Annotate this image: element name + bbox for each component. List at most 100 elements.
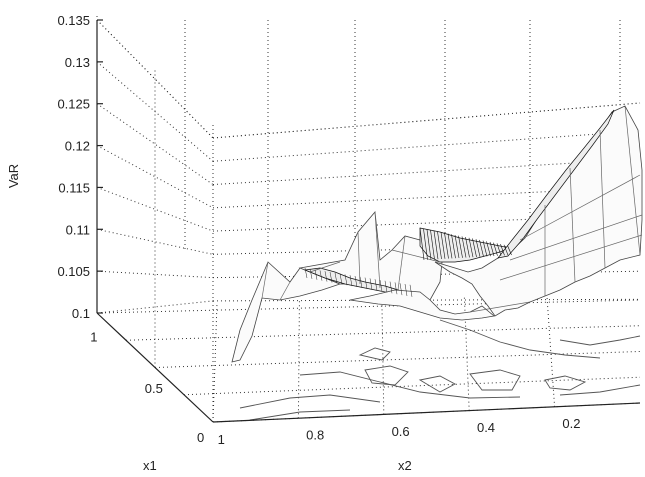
surface-ridge [497,109,615,259]
ridge-hatch [500,243,505,256]
x1-tick-label: 1 [90,330,97,345]
ridge-hatch [472,238,477,258]
floor-gridline [154,351,641,368]
x1-tick-label: 0.5 [145,381,163,396]
contour-line [239,394,381,409]
ridge-hatch [419,227,425,261]
axes [96,20,641,423]
ridge-hatch [359,276,363,288]
ridge-hatch [389,281,393,294]
mesh-line [469,301,531,313]
contour-line [559,384,641,396]
x1-tick-labels: 00.51 [90,330,204,445]
ridge-hatch [324,271,328,282]
ridge-hatch [384,280,388,293]
z-tick-label: 0.105 [57,264,90,279]
x2-tick-label: 0.6 [392,424,410,439]
ridge-hatch [430,230,435,260]
ridge-hatch [458,235,463,258]
contour-line [439,319,601,359]
mesh-line [357,231,361,285]
ridge-hatch [354,275,358,288]
x1-axis-label: x1 [143,458,157,473]
ridge-hatch [309,268,313,279]
ridge-hatch [423,228,428,260]
ridge-hatch [314,269,318,280]
x2-tick-label: 1 [218,432,225,447]
mesh-line [569,167,576,283]
ridge-hatch [451,234,456,259]
ridge-hatch [437,231,442,260]
x1-axis-line [96,312,214,423]
surface-mesh [261,105,643,313]
floor-gridline [297,300,300,419]
floor-gridline [381,297,385,415]
ridge-hatch [379,279,383,292]
mesh-line [599,129,606,269]
x1-tick-label: 0 [197,430,204,445]
ridge-hatch [454,234,460,259]
ridge-hatch [344,274,348,286]
contour-line [544,375,587,391]
mesh-line [499,234,643,281]
contour-line [299,371,521,399]
contour-projection [239,319,641,421]
ridge-hatch [364,277,368,289]
ridge-hatch [444,232,449,259]
ridge-hatch [374,279,378,291]
ridge-hatch [496,243,502,256]
ridge-hatch [339,273,343,285]
floor-gridline [96,299,641,314]
x2-tick-labels: 1 0.8 0.6 0.4 0.2 [218,416,581,447]
contour-line [559,335,641,346]
z-axis-label: VaR [6,164,21,188]
z-tick-label: 0.11 [66,222,90,237]
z-gridline-back [212,158,641,186]
ridge-hatch [369,278,373,290]
z-tick-label: 0.115 [58,180,90,195]
contour-line [249,409,351,421]
ridge-hatch [409,284,413,297]
mesh-line [624,105,641,256]
ridge-hatch [433,230,439,260]
surface-ridge [419,227,512,263]
mesh-line [279,281,291,301]
ridge-hatch [404,283,408,297]
contour-line [364,365,409,386]
ridge-hatch [468,237,474,258]
z-gridline-left [96,186,214,232]
mesh-line [509,214,643,261]
ridge-hatch [461,236,467,258]
z-gridline-back [212,130,641,162]
x2-tick-label: 0.2 [562,416,580,431]
z-gridline-left [96,103,214,185]
box-edge [212,102,641,139]
x2-axis-label: x2 [398,458,412,473]
z-tick-label: 0.13 [65,55,90,70]
z-tick-label: 0.135 [57,13,90,28]
z-tick-label: 0.1 [72,306,90,321]
ridge-hatch [475,239,481,257]
contour-line [469,369,521,391]
var-surface [231,105,643,363]
surface-patch [349,289,495,321]
floor-gridline [183,376,641,396]
mesh-line [374,211,381,289]
z-gridline-left [96,270,214,279]
ridge-hatch [304,267,308,279]
ridge-hatch [319,270,323,281]
z-tick-label: 0.12 [65,139,90,154]
x2-tick-label: 0.8 [306,428,324,443]
mesh-line [261,261,269,299]
mesh-line [519,174,641,241]
ridge-hatch [507,245,512,256]
x2-tick-label: 0.4 [477,420,495,435]
ridge-hatch [482,240,488,257]
ridge-hatch [447,233,453,259]
contour-line [358,347,391,361]
z-gridline-left [96,61,214,162]
floor-gridline [546,292,556,407]
floor-gridline [125,325,641,341]
ridge-hatch [399,283,403,296]
